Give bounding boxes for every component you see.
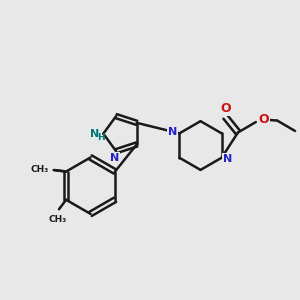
Text: N: N [90, 129, 100, 139]
Text: CH₃: CH₃ [30, 165, 48, 174]
Text: H: H [98, 133, 105, 142]
Text: N: N [223, 154, 232, 164]
Text: N: N [110, 153, 119, 163]
Text: CH₃: CH₃ [48, 215, 66, 224]
Text: O: O [220, 102, 231, 115]
Text: N: N [168, 127, 178, 137]
Text: O: O [258, 112, 268, 126]
